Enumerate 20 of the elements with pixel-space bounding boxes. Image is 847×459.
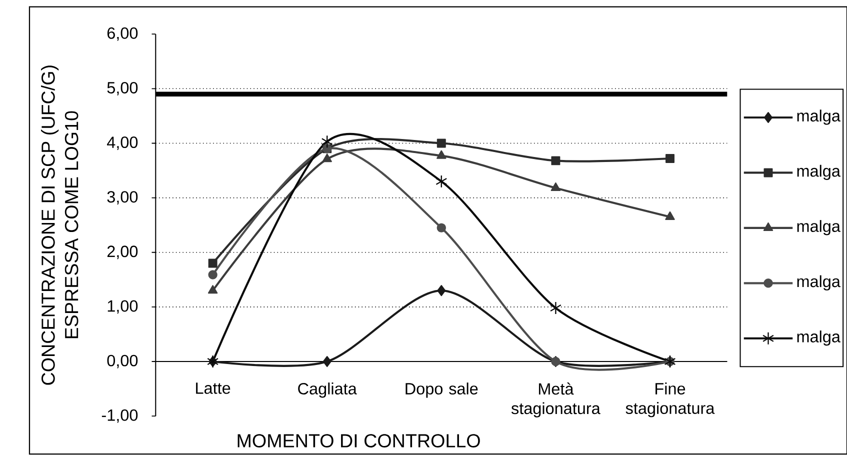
legend-label: malga (797, 220, 840, 236)
y-tick-label: -1,00 (102, 409, 138, 423)
y-tick-label: 4,00 (106, 136, 138, 150)
legend-label: malga (797, 164, 840, 180)
x-tick-label: Fine stagionatura (626, 382, 715, 418)
x-tick-label: Cagliata (298, 382, 357, 398)
y-tick-label: 1,00 (108, 300, 138, 314)
y-tick-label: 2,00 (107, 246, 138, 260)
y-axis-title: CONCENTRAZIONE DI SCP (UFC/G) ESPRESSA COME LOG10 (41, 66, 78, 385)
y-tick-label: 5,00 (107, 82, 138, 96)
x-tick-label: Metà stagionatura (511, 382, 600, 418)
legend-label: malga (797, 110, 840, 125)
x-axis-title: MOMENTO DI CONTROLLO (238, 434, 480, 448)
x-tick-label: Latte (196, 382, 230, 394)
legend-label: malga (797, 275, 840, 290)
y-tick-label: 0,00 (107, 354, 138, 368)
x-tick-label: Dopo sale (406, 382, 478, 398)
legend-label: malga (797, 330, 840, 346)
y-tick-label: 3,00 (107, 191, 138, 205)
y-tick-label: 6,00 (107, 27, 138, 41)
